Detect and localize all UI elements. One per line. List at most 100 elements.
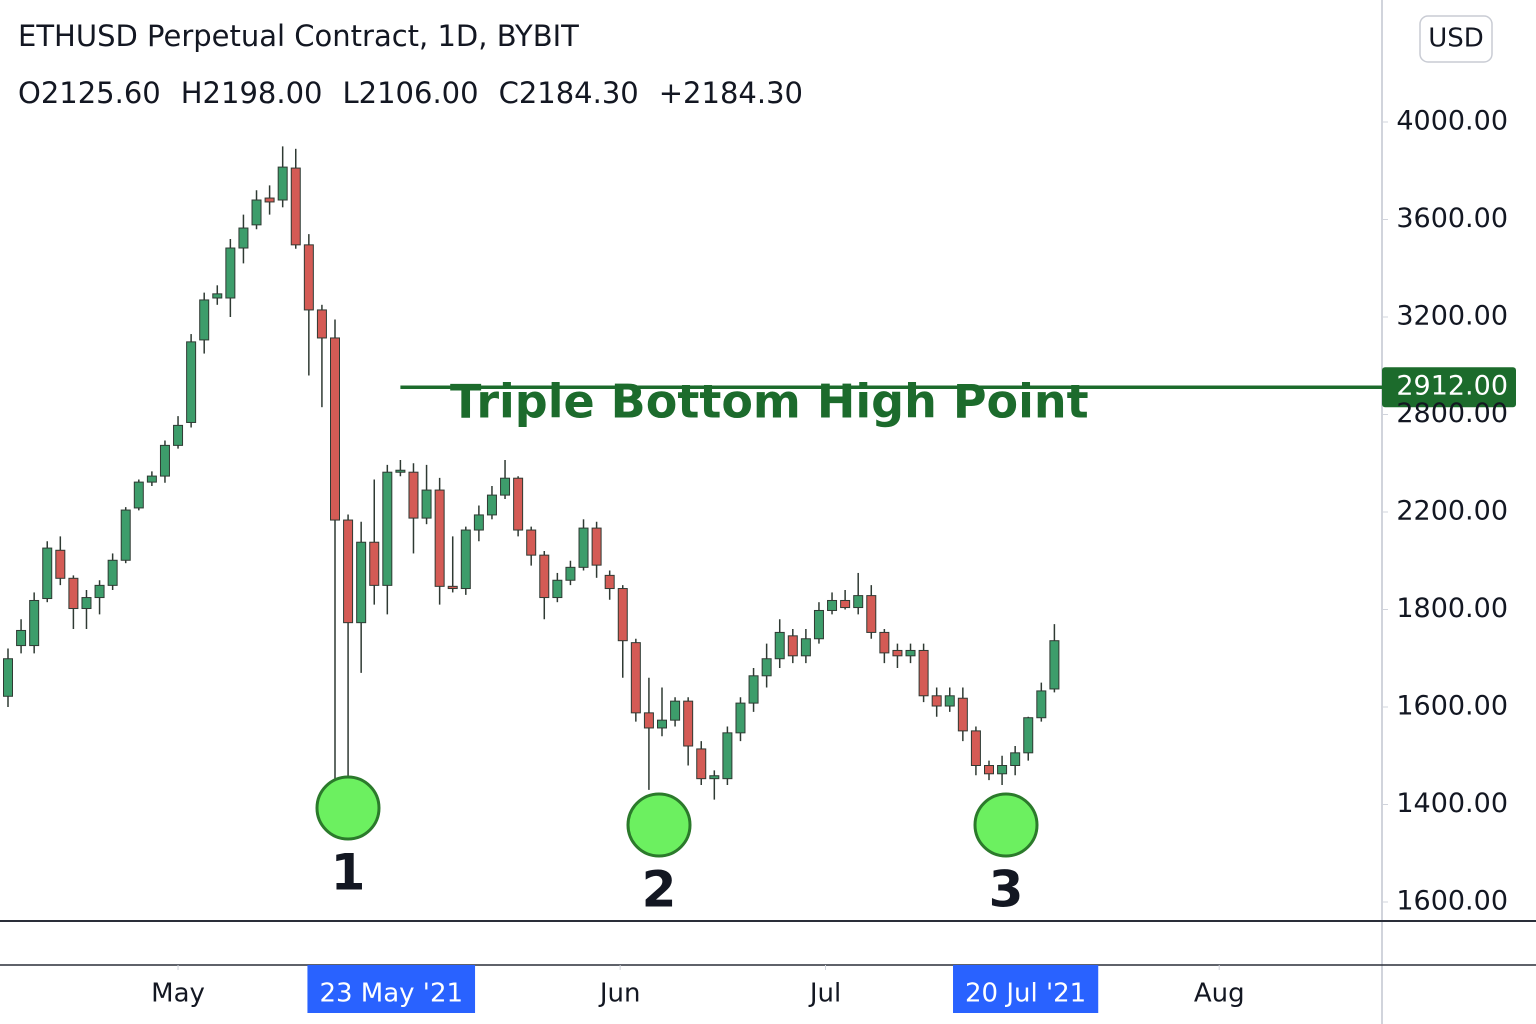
bottom-number: 2 [642,861,677,919]
price-badge [1382,367,1516,408]
candle-body [853,595,864,609]
x-tick-highlight [307,965,476,1013]
ohlc-legend: O2125.60 H2198.00 L2106.00 C2184.30 +2184.30 [18,76,803,110]
candle-body [670,700,681,721]
candle-body [905,649,916,657]
y-tick-label: 3200.00 [1396,301,1508,332]
candle-body [539,554,550,599]
candle-body [382,471,393,586]
candle-body [513,477,524,531]
candle-body [617,588,628,642]
x-tick-label: 23 May '21 [319,979,463,1009]
candle-body [29,599,40,647]
y-tick-label: 2800.00 [1396,398,1508,429]
candle-body [879,631,890,654]
candle-body [957,697,968,732]
candle-body [866,595,877,633]
currency-button[interactable] [1419,15,1493,63]
candle-body [55,549,66,579]
candle-body [892,649,903,657]
candle-body [173,424,184,446]
candle-body [81,597,92,610]
ohlc-value: C2184.30 [499,76,639,110]
candle-body [578,527,589,568]
x-tick-label: Jun [598,979,641,1009]
candle-body [970,730,981,767]
candle-body [630,642,641,714]
candle-body [735,702,746,734]
candle-body [500,477,511,496]
x-tick-label: Jul [808,979,841,1009]
candle-body [473,514,484,531]
candle-body [984,765,994,775]
candle-body [251,199,262,226]
candle-body [146,475,157,483]
y-tick-label: 1600.00 [1396,691,1508,722]
x-tick-highlight [953,965,1099,1013]
candle-body [343,519,354,624]
candle-body [657,719,667,729]
candle-body [460,529,471,590]
candle-body [709,775,720,780]
candle-body [303,244,314,311]
candle-body [1036,690,1047,719]
candle-body [434,489,445,587]
y-tick-label: 3600.00 [1396,203,1508,234]
x-tick-label: Aug [1194,979,1245,1009]
price-badge-label: 2912.00 [1396,371,1508,402]
candle-body [277,166,288,201]
currency-label[interactable]: USD [1428,24,1484,54]
candle-body [94,584,105,599]
candles [3,146,1060,800]
candle-body [813,609,824,640]
candle-body [591,527,602,566]
candle-body [212,293,223,299]
ohlc-value: +2184.30 [659,76,803,110]
ohlc-value: O2125.60 [18,76,161,110]
y-tick-label: 2200.00 [1396,496,1508,527]
candle-body [225,247,236,299]
candle-body [1023,717,1034,754]
candle-body [290,167,301,246]
candle-body [330,337,340,521]
candle-body [421,489,432,519]
candle-body [774,631,785,660]
ohlc-value: H2198.00 [181,76,323,110]
candle-body [447,585,458,590]
y-tick-label: 1600.00 [1396,886,1508,917]
candle-body [643,712,654,729]
candle-body [565,566,576,581]
candle-body [800,638,811,657]
x-tick-label: 20 Jul '21 [965,979,1086,1009]
candle-body [16,629,27,647]
candle-body [486,494,497,516]
candle-body [748,675,759,704]
candle-body [408,471,419,519]
candle-body [526,529,537,556]
candle-body [238,227,249,249]
candle-body [199,299,210,341]
candle-body [787,635,798,657]
y-tick-label: 1800.00 [1396,593,1508,624]
candle-body [1010,752,1021,767]
bottom-marker [973,792,1039,858]
candle-body [42,547,53,600]
y-tick-label: 4000.00 [1396,106,1508,137]
candle-body [604,574,615,590]
annotation-title: Triple Bottom High Point [450,375,1089,429]
candle-body [395,469,406,473]
candle-body [683,700,694,747]
candle-body [264,197,275,203]
candle-body [827,599,838,611]
candle-body [68,577,79,610]
candle-body [356,541,367,624]
candle-body [997,765,1008,775]
candle-body [133,481,144,509]
candle-body [696,748,707,780]
overlay: 2912.00 Triple Bottom High Point 1 2 3 [315,367,1516,919]
candle-body [1049,640,1060,690]
chart-title: ETHUSD Perpetual Contract, 1D, BYBIT [18,19,579,53]
candle-body [840,599,851,609]
